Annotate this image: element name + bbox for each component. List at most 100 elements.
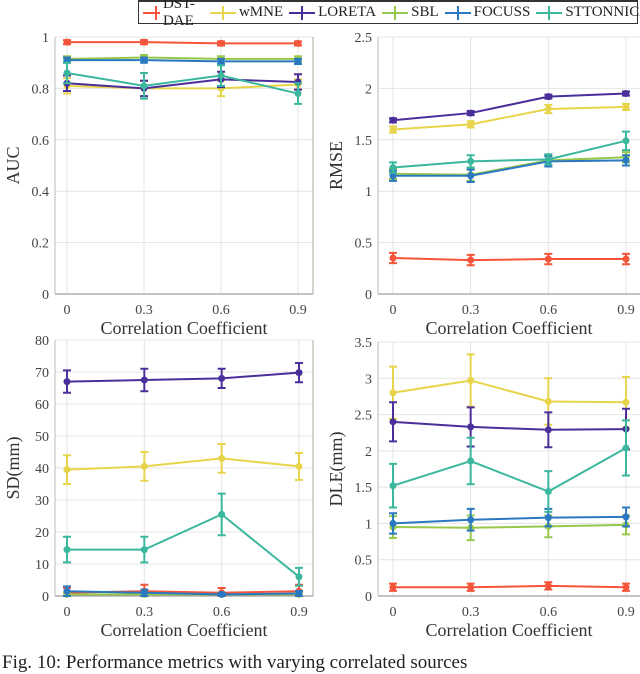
y-tick-label: 1: [365, 517, 372, 532]
data-point: [295, 573, 303, 581]
figure-caption: Fig. 10: Performance metrics with varyin…: [2, 652, 468, 673]
series-line: [66, 371, 300, 383]
x-tick-label: 0.3: [136, 605, 154, 620]
data-point: [622, 583, 630, 591]
y-tick-label: 2.5: [355, 31, 373, 46]
series-line: [392, 447, 627, 493]
series-sttonnica: [63, 61, 302, 105]
y-tick-label: 1.5: [355, 481, 373, 496]
series-wmne: [389, 102, 630, 134]
series-line: [67, 41, 298, 45]
legend-item-sbl: SBL: [382, 4, 439, 21]
series-line: [392, 156, 627, 176]
y-tick-label: 70: [35, 366, 49, 381]
series-loreta: [389, 401, 630, 451]
data-point: [467, 583, 475, 591]
data-point: [467, 109, 475, 117]
series-loreta: [63, 70, 302, 98]
x-tick-label: 0.3: [135, 303, 153, 318]
data-point: [294, 39, 302, 47]
data-point: [544, 255, 552, 263]
data-point: [467, 172, 475, 180]
x-tick-label: 0.6: [213, 605, 231, 620]
legend-item-loreta: LORETA: [289, 4, 376, 21]
data-point: [544, 426, 552, 434]
data-point: [389, 418, 397, 426]
y-tick-label: 1: [365, 185, 372, 200]
series-line: [392, 515, 627, 525]
y-tick-label: 10: [35, 558, 49, 573]
data-point: [389, 164, 397, 172]
series-line: [66, 83, 299, 90]
data-point: [140, 376, 148, 384]
series-wmne: [63, 443, 303, 485]
series-loreta: [63, 362, 303, 394]
y-axis-label: AUC: [3, 146, 23, 184]
y-tick-label: 0.5: [355, 237, 373, 252]
data-point: [217, 57, 225, 65]
legend-label: LORETA: [318, 4, 377, 20]
data-point: [544, 398, 552, 406]
y-tick-label: 1: [42, 31, 49, 46]
series-sttonnica: [63, 492, 303, 587]
series-line: [392, 523, 627, 529]
y-tick-label: 0.4: [32, 185, 50, 200]
data-point: [140, 38, 148, 46]
y-tick-label: 0.8: [32, 82, 50, 97]
series-dst-dae: [389, 581, 630, 592]
data-point: [544, 514, 552, 522]
series-line: [66, 71, 299, 95]
legend-swatch: [289, 5, 316, 20]
data-point: [295, 462, 303, 470]
y-tick-label: 30: [35, 494, 49, 509]
legend-swatch: [536, 5, 563, 20]
series-dst-dae: [63, 38, 302, 47]
data-point: [467, 376, 475, 384]
legend-swatch: [143, 5, 160, 20]
data-point: [140, 462, 148, 470]
data-point: [63, 69, 71, 77]
legend: DST-DAE wMNE LORETA SBL FOCUSS STTONNICA: [138, 0, 640, 29]
x-axis-label: Correlation Coefficient: [100, 620, 267, 640]
data-point: [295, 589, 303, 597]
data-point: [217, 72, 225, 80]
data-point: [389, 482, 397, 490]
series-line: [393, 584, 627, 589]
series-line: [66, 590, 300, 596]
data-point: [544, 155, 552, 163]
series-line: [392, 379, 627, 404]
data-point: [140, 546, 148, 554]
y-tick-label: 0.6: [32, 134, 50, 149]
data-point: [622, 137, 630, 145]
x-tick-label: 0.6: [212, 303, 230, 318]
series-loreta: [389, 90, 630, 124]
x-tick-label: 0.3: [462, 303, 480, 318]
series-line: [392, 139, 627, 169]
data-point: [467, 516, 475, 524]
x-tick-label: 0.9: [617, 605, 635, 620]
series-line: [392, 420, 627, 431]
data-point: [63, 587, 71, 595]
data-point: [389, 254, 397, 262]
data-point: [218, 374, 226, 382]
y-axis-label: DLE(mm): [326, 432, 347, 507]
x-tick-label: 0.9: [289, 303, 307, 318]
subplot-sdmm: 0 10 20 30 40 50 60 70 80 0 0.3 0.6 0.9 Correlation C…: [3, 334, 314, 640]
data-point: [622, 513, 630, 521]
x-tick-label: 0: [390, 605, 397, 620]
legend-item-sttonnica: STTONNICA: [536, 4, 640, 21]
data-point: [389, 583, 397, 591]
series-line: [66, 78, 299, 90]
legend-swatch: [444, 5, 471, 20]
series-line: [393, 159, 627, 177]
series-line: [66, 56, 298, 60]
data-point: [63, 546, 71, 554]
x-axis-label: Correlation Coefficient: [425, 620, 592, 640]
data-point: [63, 38, 71, 46]
x-tick-label: 0.6: [540, 605, 558, 620]
y-tick-label: 50: [35, 430, 49, 445]
series-wmne: [389, 353, 630, 429]
y-tick-label: 80: [35, 334, 49, 349]
data-point: [294, 57, 302, 65]
